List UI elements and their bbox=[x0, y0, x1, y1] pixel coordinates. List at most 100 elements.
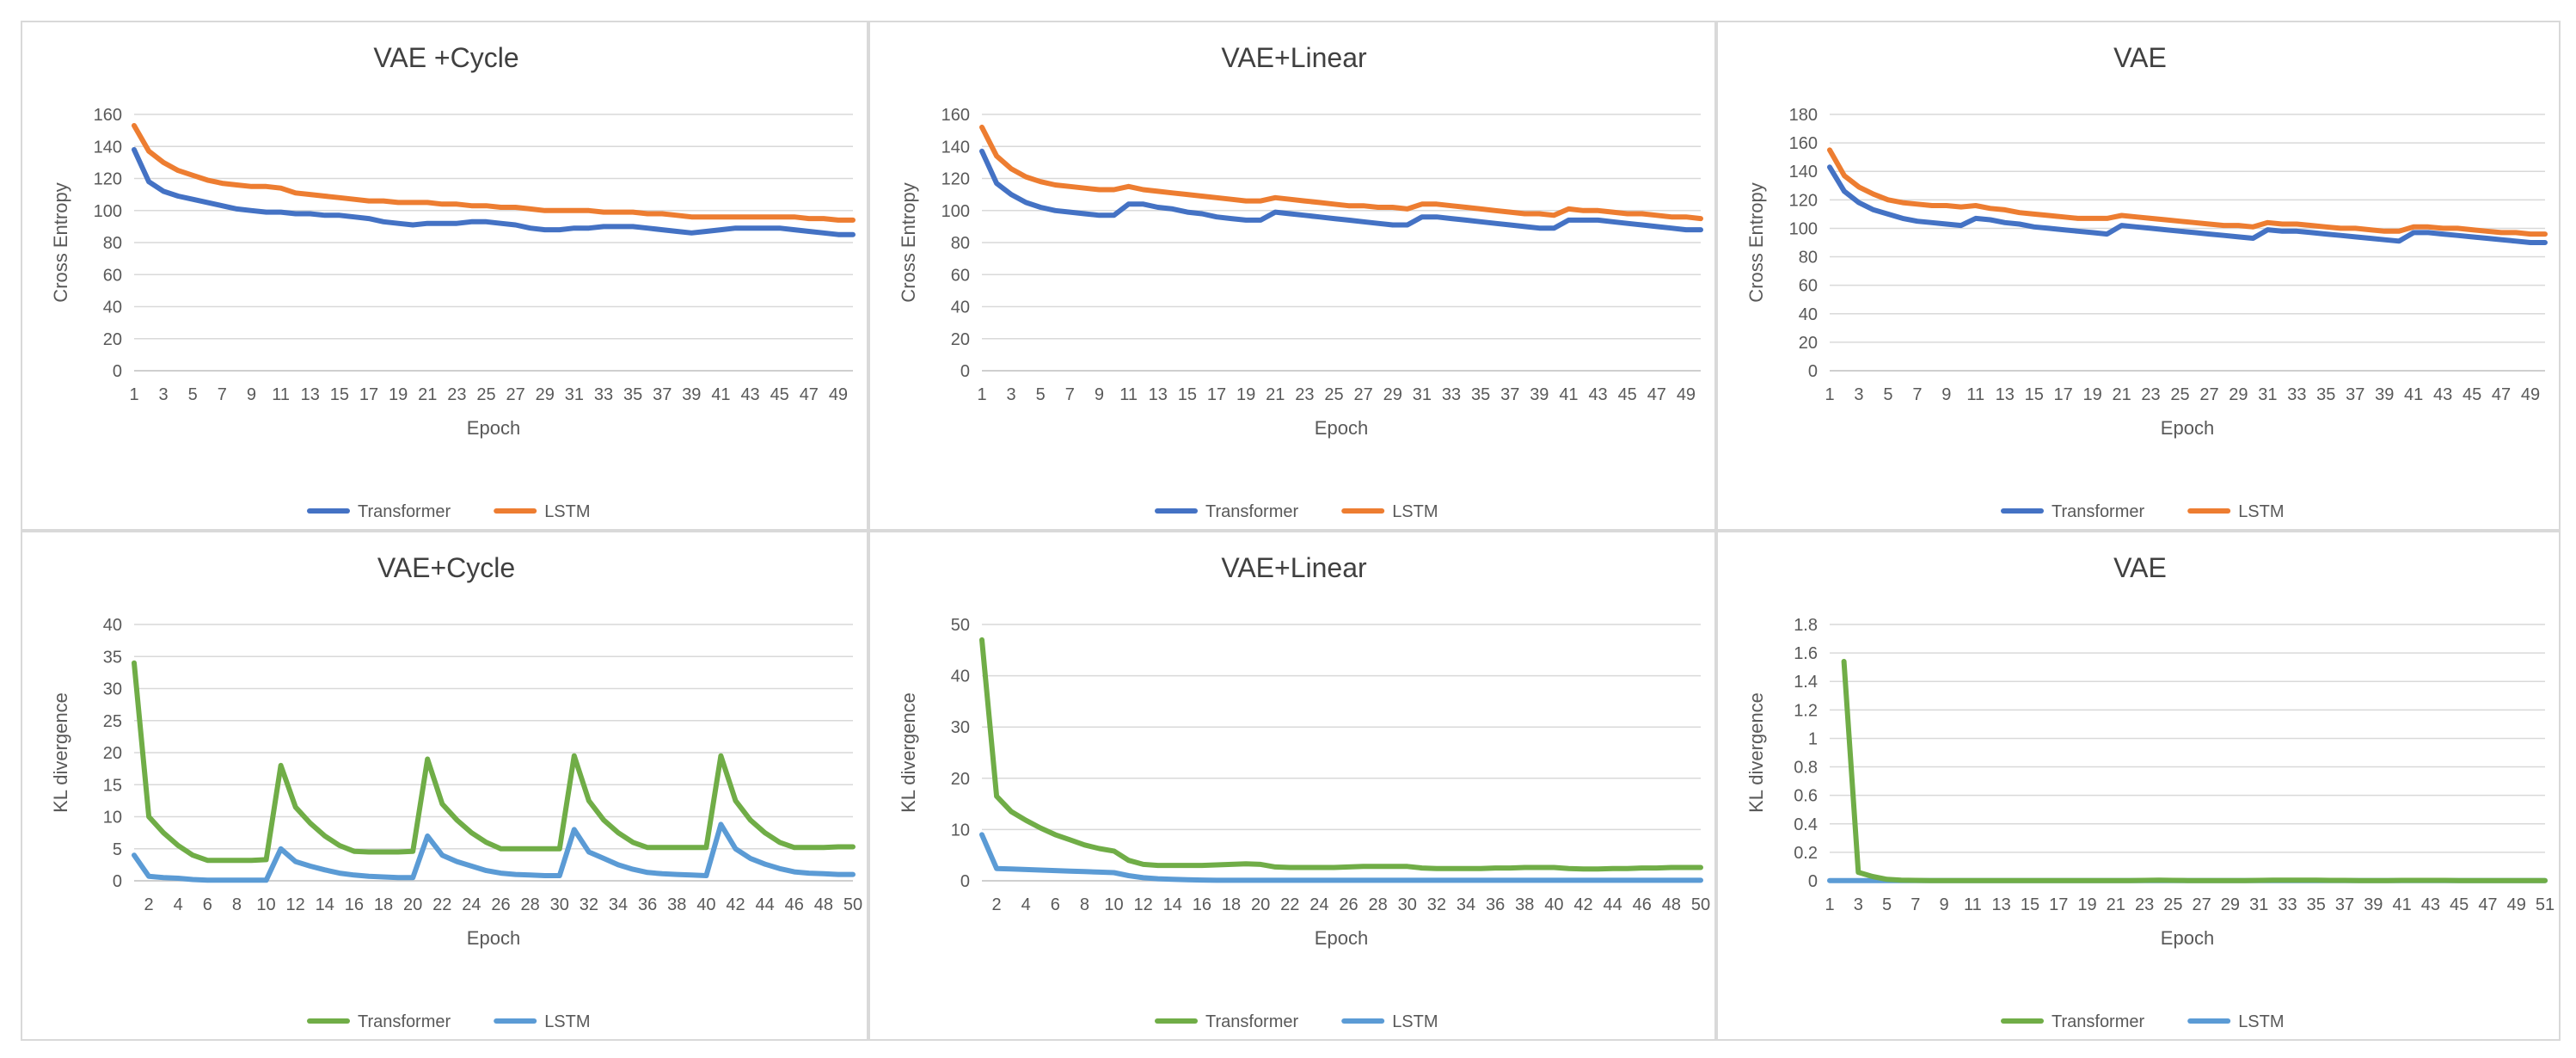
x-tick-label: 11 bbox=[1119, 385, 1138, 404]
x-tick-label: 12 bbox=[286, 895, 305, 914]
x-tick-label: 31 bbox=[2258, 385, 2277, 404]
x-tick-label: 13 bbox=[1996, 385, 2015, 404]
x-tick-label: 11 bbox=[272, 385, 290, 404]
x-tick-label: 18 bbox=[1222, 895, 1241, 914]
x-tick-label: 25 bbox=[2163, 895, 2182, 914]
series-line-transformer bbox=[132, 147, 856, 237]
y-tick-label: 160 bbox=[1789, 134, 1818, 153]
y-tick-label: 0 bbox=[1808, 872, 1818, 891]
x-tick-label: 33 bbox=[594, 385, 613, 404]
y-tick-label: 50 bbox=[951, 616, 970, 635]
x-tick-label: 12 bbox=[1134, 895, 1153, 914]
x-tick-label: 45 bbox=[1618, 385, 1637, 404]
x-tick-label: 9 bbox=[1940, 895, 1949, 914]
x-tick-label: 32 bbox=[1427, 895, 1446, 914]
x-tick-label: 7 bbox=[1911, 895, 1920, 914]
x-tick-label: 21 bbox=[2112, 385, 2131, 404]
y-tick-label: 30 bbox=[103, 680, 122, 699]
x-tick-label: 8 bbox=[232, 895, 242, 914]
y-tick-label: 0.8 bbox=[1794, 759, 1818, 778]
y-tick-label: 20 bbox=[951, 330, 970, 349]
x-tick-label: 33 bbox=[2287, 385, 2306, 404]
x-tick-label: 1 bbox=[129, 385, 138, 404]
x-tick-label: 40 bbox=[696, 895, 715, 914]
x-tick-label: 50 bbox=[843, 895, 862, 914]
x-tick-label: 49 bbox=[829, 385, 848, 404]
x-tick-label: 35 bbox=[2307, 895, 2326, 914]
y-axis-title: KL divergence bbox=[50, 692, 71, 813]
x-tick-label: 31 bbox=[1413, 385, 1432, 404]
x-tick-label: 23 bbox=[1295, 385, 1314, 404]
legend-label-transformer: Transformer bbox=[358, 502, 451, 521]
x-tick-label: 43 bbox=[740, 385, 759, 404]
x-tick-label: 31 bbox=[565, 385, 584, 404]
x-tick-label: 21 bbox=[2107, 895, 2125, 914]
y-tick-label: 60 bbox=[103, 266, 122, 285]
x-tick-label: 19 bbox=[389, 385, 408, 404]
x-tick-label: 35 bbox=[1471, 385, 1490, 404]
y-tick-label: 0.2 bbox=[1794, 844, 1818, 863]
y-tick-label: 1.4 bbox=[1794, 673, 1818, 692]
x-tick-label: 27 bbox=[506, 385, 524, 404]
y-tick-label: 120 bbox=[94, 170, 122, 189]
x-tick-label: 17 bbox=[2054, 385, 2073, 404]
x-tick-label: 10 bbox=[256, 895, 275, 914]
x-tick-label: 13 bbox=[1149, 385, 1168, 404]
chart-title: VAE bbox=[2113, 42, 2167, 73]
y-tick-label: 10 bbox=[951, 821, 970, 840]
series-line-lstm bbox=[132, 123, 856, 223]
x-tick-label: 48 bbox=[814, 895, 833, 914]
y-tick-label: 1.2 bbox=[1794, 701, 1818, 720]
y-tick-label: 0 bbox=[960, 362, 970, 381]
x-tick-label: 14 bbox=[1163, 895, 1182, 914]
series-line-lstm bbox=[979, 124, 1703, 222]
y-tick-label: 100 bbox=[1789, 219, 1818, 238]
y-tick-label: 120 bbox=[941, 170, 970, 189]
x-tick-label: 27 bbox=[1353, 385, 1372, 404]
x-tick-label: 5 bbox=[188, 385, 198, 404]
x-tick-label: 20 bbox=[1251, 895, 1270, 914]
x-tick-label: 11 bbox=[1964, 895, 1982, 914]
y-tick-label: 1.8 bbox=[1794, 616, 1818, 635]
y-tick-label: 140 bbox=[941, 138, 970, 157]
y-tick-label: 40 bbox=[103, 616, 122, 635]
legend-label-lstm: LSTM bbox=[544, 1012, 590, 1031]
y-tick-label: 160 bbox=[941, 106, 970, 125]
x-tick-label: 49 bbox=[2521, 385, 2540, 404]
y-tick-label: 15 bbox=[103, 776, 122, 795]
y-tick-label: 140 bbox=[1789, 163, 1818, 181]
chart-panel-ce-linear: VAE+Linear 0 20 40 60 80 100 120 140 160 1 3 5 7 9 11 13… bbox=[868, 21, 1716, 531]
chart-title: VAE +Cycle bbox=[373, 42, 518, 73]
x-tick-label: 17 bbox=[1207, 385, 1226, 404]
y-tick-label: 40 bbox=[1799, 305, 1818, 324]
x-tick-label: 39 bbox=[1530, 385, 1549, 404]
x-tick-label: 19 bbox=[2077, 895, 2096, 914]
x-tick-label: 35 bbox=[623, 385, 642, 404]
x-tick-label: 22 bbox=[1280, 895, 1299, 914]
y-tick-label: 20 bbox=[1799, 334, 1818, 353]
legend-label-transformer: Transformer bbox=[2052, 502, 2145, 521]
x-tick-label: 42 bbox=[726, 895, 745, 914]
x-tick-label: 37 bbox=[2335, 895, 2354, 914]
y-tick-label: 0 bbox=[960, 872, 970, 891]
y-tick-label: 140 bbox=[94, 138, 122, 157]
chart-panel-kl-cycle: VAE+Cycle 0 5 10 15 20 25 30 35 40 2 4 6 8 10 12 14 16 18 2… bbox=[21, 531, 868, 1041]
series-line-lstm bbox=[132, 821, 856, 883]
legend-label-lstm: LSTM bbox=[2238, 1012, 2284, 1031]
x-tick-label: 39 bbox=[682, 385, 701, 404]
chart-panel-kl-linear: VAE+Linear 0 10 20 30 40 50 2 4 6 8 10 12 14 16 18 20 22 2… bbox=[868, 531, 1716, 1041]
chart-title: VAE+Cycle bbox=[377, 552, 515, 583]
y-tick-label: 25 bbox=[103, 712, 122, 731]
x-tick-label: 25 bbox=[476, 385, 495, 404]
y-tick-label: 0 bbox=[113, 362, 122, 381]
x-tick-label: 34 bbox=[609, 895, 628, 914]
x-tick-label: 28 bbox=[1369, 895, 1388, 914]
y-tick-label: 100 bbox=[941, 202, 970, 221]
x-tick-label: 43 bbox=[2433, 385, 2452, 404]
x-tick-label: 19 bbox=[2083, 385, 2102, 404]
x-tick-label: 15 bbox=[2021, 895, 2039, 914]
x-tick-label: 1 bbox=[977, 385, 986, 404]
x-tick-label: 43 bbox=[1588, 385, 1607, 404]
